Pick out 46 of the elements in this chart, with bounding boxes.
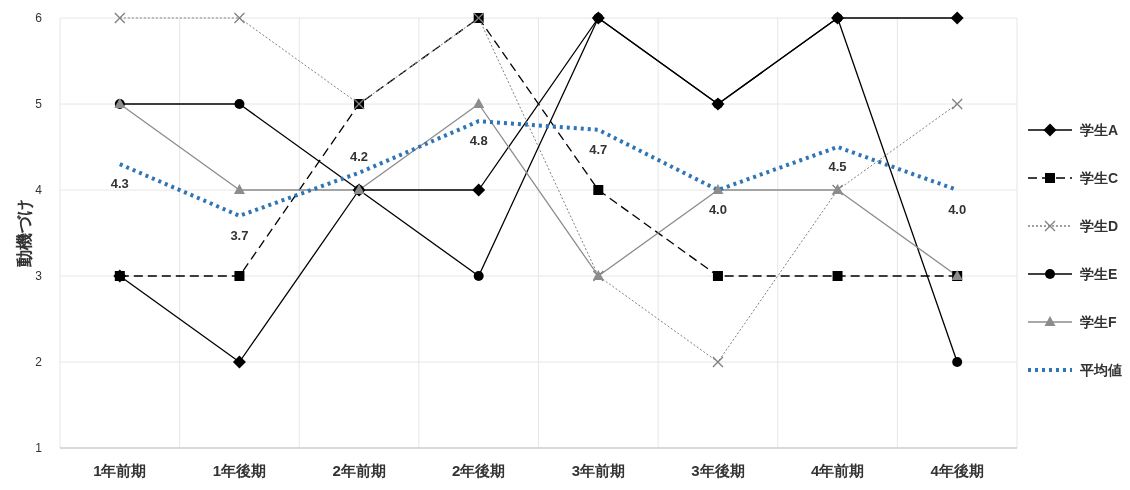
data-label: 3.7 bbox=[230, 227, 249, 243]
point bbox=[473, 98, 485, 108]
y-tick-label: 4 bbox=[35, 183, 43, 197]
point bbox=[832, 271, 843, 281]
point bbox=[950, 11, 964, 25]
y-tick-label: 5 bbox=[35, 97, 43, 111]
data-label: 4.8 bbox=[469, 133, 488, 149]
point bbox=[952, 357, 963, 367]
y-tick-label: 2 bbox=[35, 355, 43, 369]
data-label: 4.5 bbox=[828, 159, 847, 174]
legend-label: 学生A bbox=[1080, 122, 1119, 138]
point bbox=[712, 356, 724, 368]
point bbox=[473, 271, 484, 281]
point bbox=[233, 12, 246, 24]
x-tick-label: 4年後期 bbox=[930, 462, 984, 479]
data-label: 4.3 bbox=[110, 176, 129, 192]
y-tick-label: 6 bbox=[35, 11, 43, 25]
y-tick-label: 3 bbox=[35, 269, 43, 283]
point bbox=[472, 183, 486, 197]
point bbox=[234, 271, 245, 281]
x-tick-label: 3年前期 bbox=[571, 462, 625, 479]
legend-label: 学生E bbox=[1080, 266, 1118, 282]
point bbox=[712, 184, 724, 194]
point bbox=[712, 271, 723, 281]
legend-label: 学生D bbox=[1080, 218, 1119, 234]
point bbox=[593, 185, 604, 195]
y-tick-label: 1 bbox=[35, 441, 43, 455]
y-axis-title: 動機づけ bbox=[15, 199, 34, 268]
x-tick-label: 1年前期 bbox=[93, 462, 147, 479]
point bbox=[951, 98, 963, 110]
x-tick-label: 1年後期 bbox=[212, 462, 267, 479]
legend-label: 学生C bbox=[1080, 170, 1119, 186]
x-tick-label: 3年後期 bbox=[691, 462, 745, 479]
data-label: 4.0 bbox=[708, 202, 727, 217]
point bbox=[234, 99, 245, 109]
data-label: 4.2 bbox=[350, 148, 369, 164]
x-tick-label: 2年後期 bbox=[452, 462, 506, 479]
x-tick-label: 4年前期 bbox=[810, 462, 865, 479]
legend-label: 平均値 bbox=[1079, 362, 1122, 378]
point bbox=[233, 184, 245, 194]
point bbox=[232, 355, 246, 369]
point bbox=[114, 12, 126, 24]
x-tick-label: 2年前期 bbox=[332, 462, 386, 479]
legend-label: 学生F bbox=[1080, 314, 1117, 330]
data-label: 4.7 bbox=[589, 141, 608, 157]
data-label: 4.0 bbox=[948, 202, 967, 217]
